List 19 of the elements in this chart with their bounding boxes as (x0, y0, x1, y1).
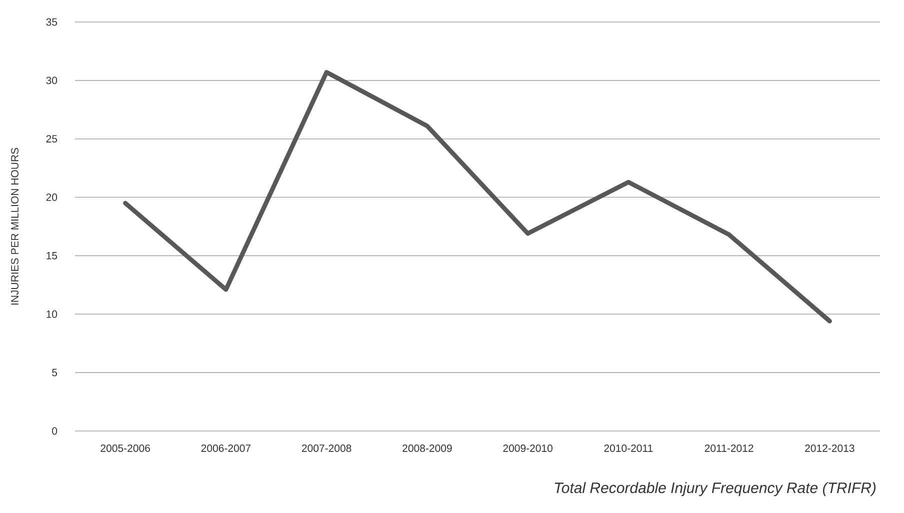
y-tick-label: 20 (46, 194, 58, 201)
y-tick-label: 10 (46, 310, 58, 318)
y-tick-label: 5 (52, 368, 58, 376)
line-series (123, 70, 832, 324)
x-tick-label: 2010-2011 (604, 444, 653, 452)
y-tick-label: 15 (46, 252, 58, 260)
x-tick-label: 2007-2008 (302, 444, 352, 452)
y-tick-label: 0 (52, 427, 58, 435)
x-tick-label: 2011-2012 (704, 444, 754, 452)
y-tick-label: 30 (46, 76, 58, 84)
text: Total Recordable Injury Frequency Rate (TRIFR) (554, 482, 876, 496)
x-tick-label: 2005-2006 (100, 444, 150, 452)
x-tick-label: 2012-2013 (805, 444, 854, 452)
y-tick-label: 25 (46, 135, 58, 143)
x-tick-label: 2008-2009 (402, 444, 452, 452)
x-tick-label: 2006-2007 (201, 444, 251, 452)
y-axis-title: INJURIES PER MILLION HOURS (11, 148, 18, 305)
x-tick-label: 2009-2010 (503, 444, 552, 452)
y-tick-label: 35 (46, 18, 58, 26)
